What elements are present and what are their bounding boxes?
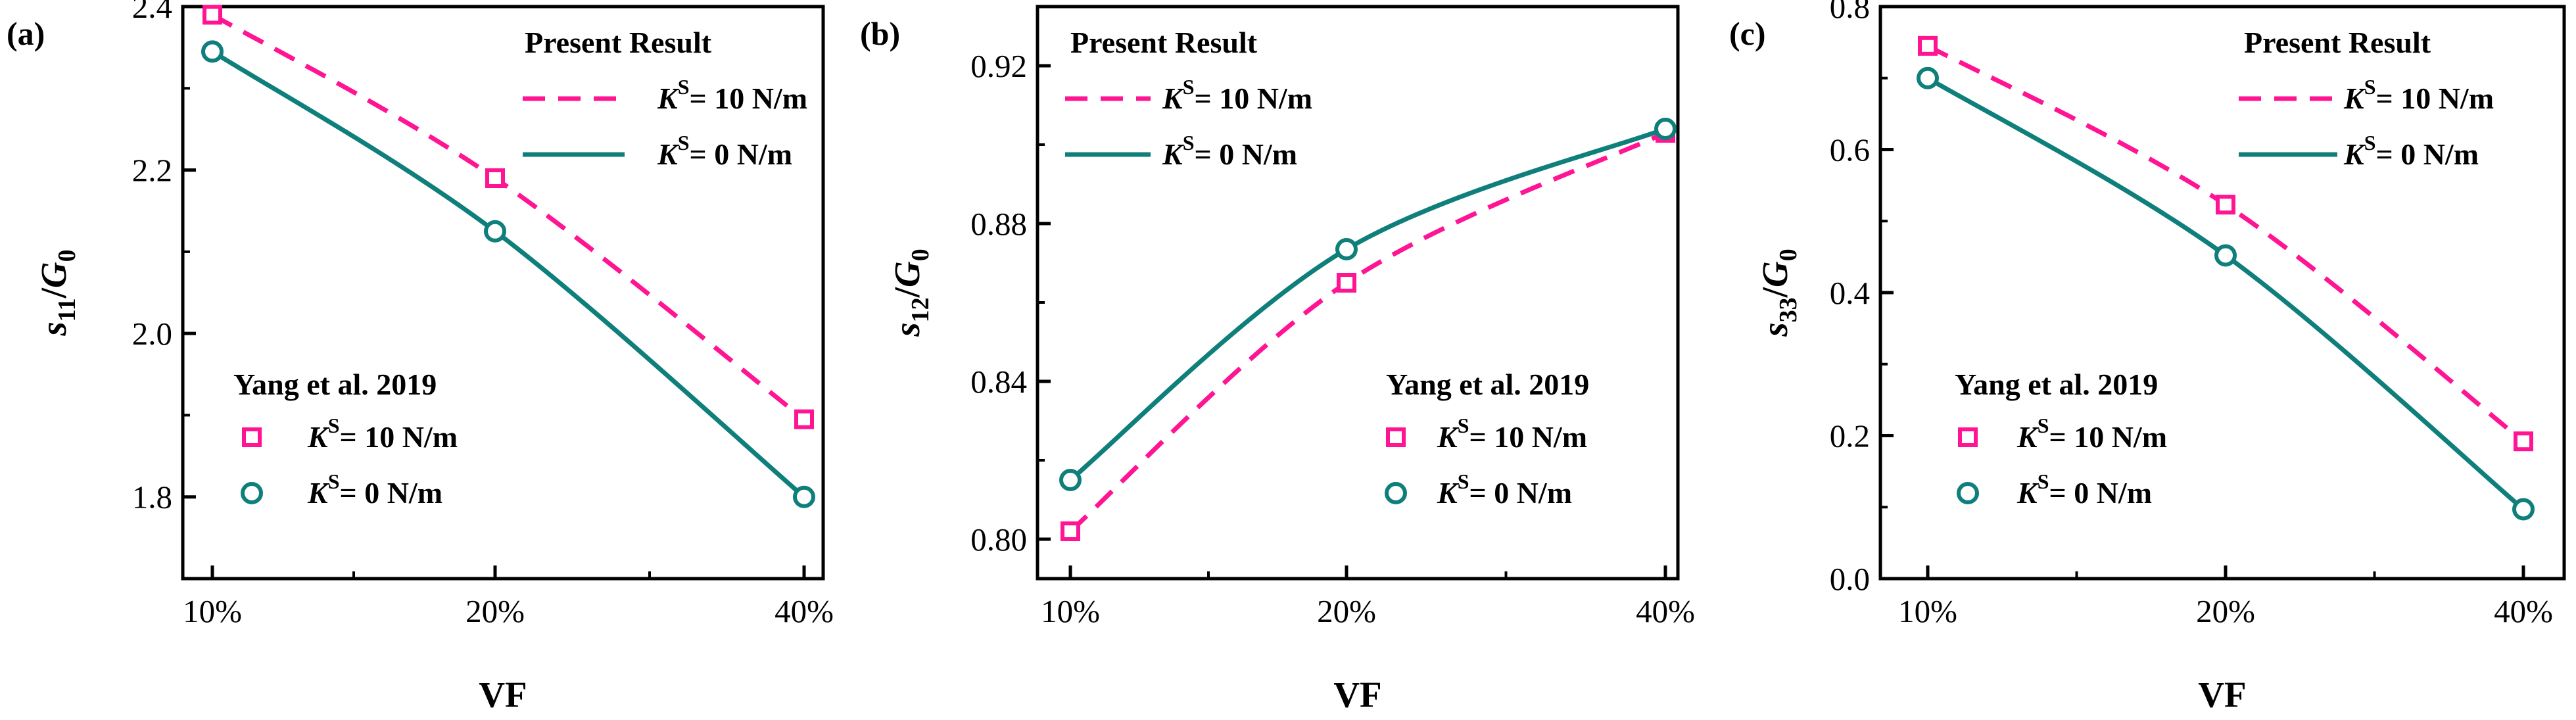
x-tick-label: 10% [1041, 593, 1100, 629]
x-tick-label: 20% [2196, 593, 2255, 629]
data-point-circle [2214, 244, 2237, 267]
panel-c: (c) 0.0 0.2 0.4 0.6 0.8 10% 20% 40% VF s33/G0 Prese… [1729, 0, 2566, 715]
data-point-square [1337, 273, 1356, 293]
x-axis-title: VF [1333, 675, 1381, 715]
y-tick-label: 0.0 [1830, 561, 1870, 597]
data-point-square [1061, 521, 1080, 541]
x-tick-label: 20% [1317, 593, 1376, 629]
x-tick-label: 10% [1898, 593, 1957, 629]
legend-label: KS= 0 N/m [657, 131, 792, 171]
data-point-circle [1654, 118, 1677, 140]
plot-frame [181, 5, 825, 581]
data-point-circle [2512, 498, 2535, 521]
data-point-square [2216, 195, 2235, 215]
x-axis-title: VF [2198, 675, 2246, 715]
legend-label: KS= 10 N/m [2343, 75, 2494, 115]
data-point-square [485, 168, 505, 188]
legend-label: KS= 0 N/m [2016, 469, 2152, 510]
legend-title-ref: Yang et al. 2019 [1386, 368, 1589, 401]
legend-label: KS= 10 N/m [1162, 75, 1312, 115]
data-point-square [794, 409, 814, 429]
x-tick-label: 40% [775, 593, 834, 629]
data-point-square [203, 5, 222, 25]
legend-marker-swatch [1958, 427, 1978, 447]
y-tick-label: 0.6 [1830, 132, 1870, 168]
y-tick-label: 0.80 [970, 521, 1027, 558]
y-tick-label: 0.88 [970, 206, 1027, 242]
y-axis-title: s33/G0 [1755, 249, 1802, 337]
legend-title-present: Present Result [525, 26, 712, 59]
panel-b: (b) 0.80 0.84 0.88 0.92 10% 20% 40% VF s12/G0 Pres… [860, 5, 1695, 715]
x-tick-label: 20% [465, 593, 525, 629]
panel-label: (a) [7, 15, 45, 52]
y-tick-label: 0.2 [1830, 418, 1870, 454]
y-axis-title: s11/G0 [34, 249, 81, 336]
x-tick-label: 10% [183, 593, 242, 629]
y-tick-label: 0.8 [1830, 0, 1870, 25]
x-tick-label: 40% [1636, 593, 1695, 629]
y-tick-label: 2.0 [132, 316, 172, 352]
data-point-circle [201, 40, 224, 63]
legend-label: KS= 0 N/m [1437, 469, 1572, 510]
x-tick-label: 40% [2494, 593, 2553, 629]
legend-label: KS= 10 N/m [307, 414, 458, 454]
panel-label: (c) [1729, 15, 1766, 52]
legend-label: KS= 10 N/m [2016, 414, 2167, 454]
legend-title-present: Present Result [2244, 26, 2431, 59]
data-point-circle [484, 220, 506, 243]
data-point-circle [1335, 238, 1358, 260]
panel-a: (a) 1.8 2.0 2.2 2.4 10% 20% 40% VF s11/G0 Present … [7, 0, 834, 715]
legend-marker-swatch [1385, 482, 1407, 504]
legend-marker-swatch [1957, 482, 1979, 504]
legend-label: KS= 10 N/m [1437, 414, 1587, 454]
data-point-square [2514, 431, 2533, 452]
legend-label: KS= 0 N/m [307, 469, 442, 510]
data-point-circle [793, 485, 815, 508]
y-tick-label: 0.92 [970, 48, 1027, 84]
y-tick-label: 0.4 [1830, 275, 1870, 311]
legend-title-present: Present Result [1070, 26, 1258, 59]
legend-marker-swatch [242, 427, 262, 447]
legend-label: KS= 0 N/m [2343, 131, 2479, 171]
data-point-circle [1917, 66, 1939, 89]
y-tick-label: 2.4 [132, 0, 172, 25]
data-point-circle [1059, 469, 1082, 491]
panel-label: (b) [860, 15, 900, 52]
legend-title-ref: Yang et al. 2019 [233, 368, 437, 401]
y-tick-label: 0.84 [970, 364, 1027, 400]
legend-marker-swatch [241, 482, 263, 504]
legend-label: KS= 10 N/m [657, 75, 807, 115]
y-tick-label: 1.8 [132, 479, 172, 516]
legend-label: KS= 0 N/m [1162, 131, 1297, 171]
legend-title-ref: Yang et al. 2019 [1955, 368, 2158, 401]
y-tick-label: 2.2 [132, 153, 172, 189]
y-axis-title: s12/G0 [887, 249, 934, 337]
plot-frame [1036, 5, 1680, 581]
data-point-square [1918, 36, 1938, 56]
legend-marker-swatch [1386, 427, 1406, 447]
x-axis-title: VF [479, 675, 527, 715]
